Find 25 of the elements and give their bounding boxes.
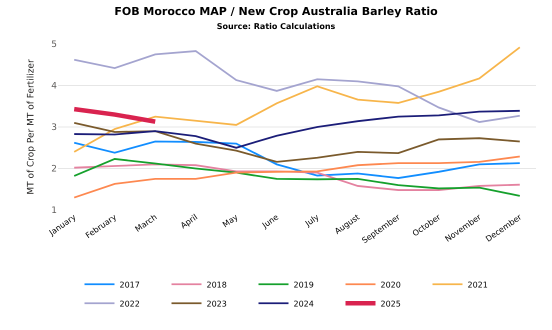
y-tick-label: 1: [51, 206, 57, 216]
y-axis-title: MT of Crop Per MT of Fertilizer: [26, 59, 37, 195]
y-tick-label: 4: [51, 82, 58, 92]
legend-label: 2024: [294, 299, 314, 308]
y-tick-label: 2: [51, 164, 57, 175]
y-tick-label: 5: [51, 40, 57, 50]
x-tick-label: July: [302, 212, 321, 229]
legend-label: 2022: [120, 299, 140, 308]
legend-label: 2023: [206, 299, 227, 308]
legend-label: 2020: [380, 280, 401, 290]
legend-label: 2018: [206, 280, 227, 290]
chart-title: FOB Morocco MAP / New Crop Australia Barley Ratio: [114, 4, 438, 18]
line-series: [73, 50, 521, 123]
x-tick-label: May: [220, 212, 240, 230]
line-series: [73, 163, 521, 191]
legend-label: 2019: [294, 280, 314, 290]
line-series: [73, 122, 521, 163]
y-tick-label: 3: [51, 123, 57, 134]
chart-subtitle: Source: Ratio Calculations: [216, 22, 336, 32]
legend-label: 2025: [380, 299, 401, 308]
line-series: [73, 110, 521, 149]
line-series: [73, 46, 521, 153]
line-series: [73, 140, 521, 179]
legend-label: 2021: [468, 280, 488, 290]
legend-label: 2017: [120, 280, 140, 290]
